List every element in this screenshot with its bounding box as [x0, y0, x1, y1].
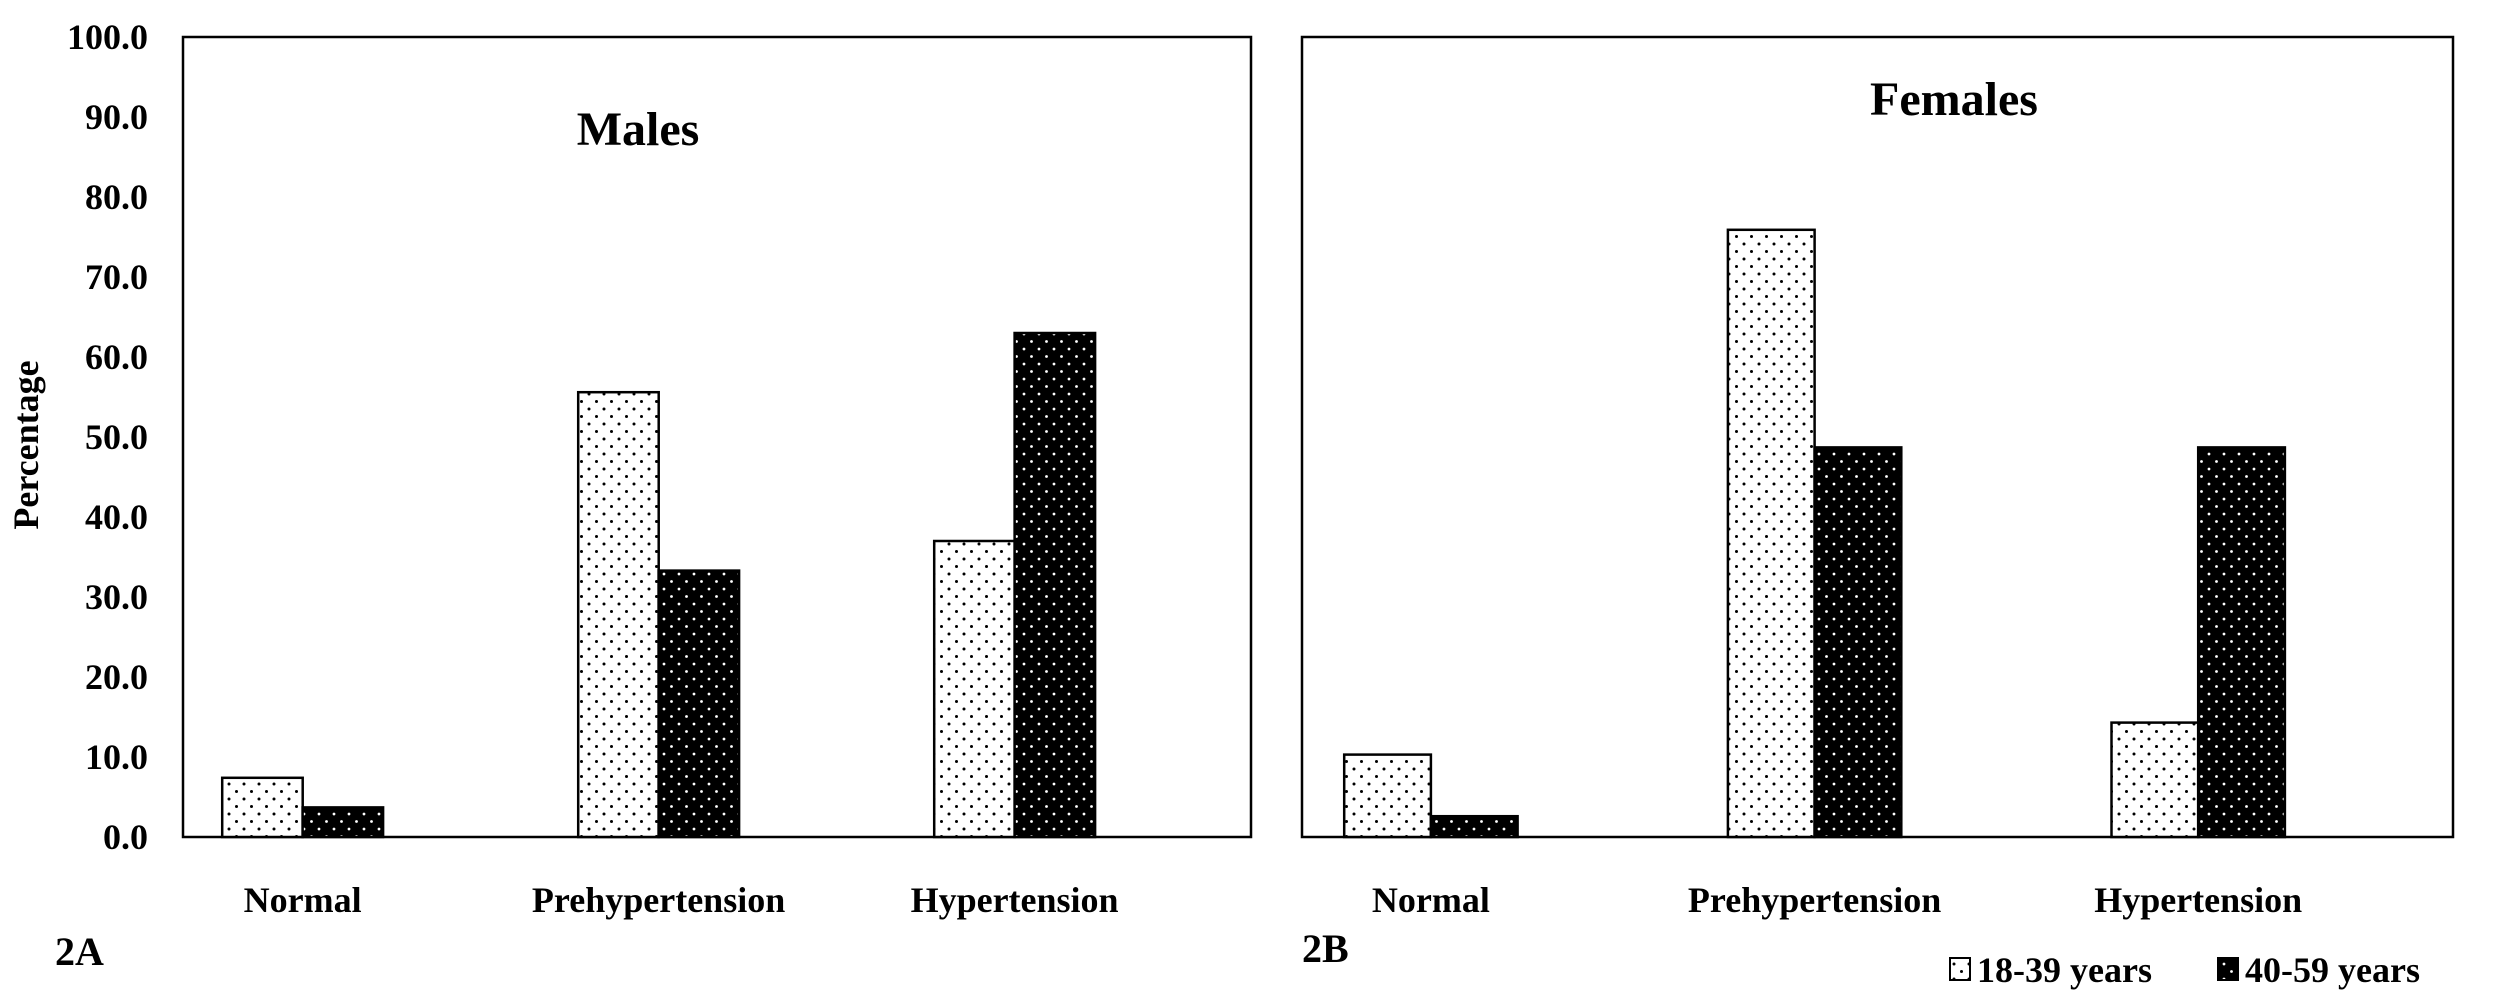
bars: [220, 331, 1097, 839]
legend: 18-39 years 40-59 years: [1949, 950, 2420, 990]
chart-title: Females: [1870, 73, 2038, 126]
x-axis-labels: Normal Prehypertension Hypertension: [1372, 880, 2302, 920]
bar-normal-series-1: [220, 776, 304, 839]
chart-panel-males: 0.0 10.0 20.0 30.0 40.0 50.0 60.0 70.0 80.0 90.0 1…: [6, 17, 1253, 974]
y-axis-label: Percentage: [6, 360, 46, 529]
y-tick-label: 0.0: [103, 817, 148, 857]
legend-swatch-40-59: [2217, 957, 2239, 981]
bar-prehypertension-series-1: [576, 390, 660, 839]
x-tick-label-normal: Normal: [244, 880, 362, 920]
y-tick-label: 40.0: [85, 497, 148, 537]
legend-label-40-59: 40-59 years: [2245, 950, 2420, 990]
bar-prehypertension-series-2: [657, 569, 741, 839]
y-axis-ticks: 0.0 10.0 20.0 30.0 40.0 50.0 60.0 70.0 80.0 90.0 1…: [67, 17, 148, 857]
bar-prehypertension-series-2: [1813, 446, 1903, 839]
bars: [1342, 228, 2287, 839]
y-tick-label: 100.0: [67, 17, 148, 57]
bar-prehypertension-series-1: [1726, 228, 1816, 839]
bar-normal-series-2: [301, 806, 385, 839]
x-tick-label-prehypertension: Prehypertension: [1688, 880, 1941, 920]
legend-swatch-18-39: [1949, 957, 1971, 981]
bar-normal-series-1: [1342, 753, 1433, 839]
panel-label-2b: 2B: [1302, 926, 1349, 971]
bar-hypertension-series-2: [2196, 446, 2287, 839]
y-tick-label: 80.0: [85, 177, 148, 217]
x-axis-labels: Normal Prehypertension Hypertension: [244, 880, 1119, 920]
y-tick-label: 50.0: [85, 417, 148, 457]
x-tick-label-prehypertension: Prehypertension: [532, 880, 785, 920]
x-tick-label-normal: Normal: [1372, 880, 1490, 920]
legend-label-18-39: 18-39 years: [1977, 950, 2152, 990]
bar-normal-series-2: [1429, 814, 1519, 839]
bar-hypertension-series-1: [2110, 721, 2200, 839]
chart-panel-females: Normal Prehypertension Hypertension Female…: [1300, 35, 2455, 971]
y-tick-label: 90.0: [85, 97, 148, 137]
y-tick-label: 70.0: [85, 257, 148, 297]
y-tick-label: 60.0: [85, 337, 148, 377]
bar-hypertension-series-2: [1013, 331, 1097, 839]
x-tick-label-hypertension: Hypertension: [911, 880, 1119, 920]
bar-hypertension-series-1: [932, 539, 1016, 839]
panel-label-2a: 2A: [55, 929, 104, 974]
y-tick-label: 30.0: [85, 577, 148, 617]
x-tick-label-hypertension: Hypertension: [2094, 880, 2302, 920]
y-tick-label: 10.0: [85, 737, 148, 777]
y-tick-label: 20.0: [85, 657, 148, 697]
chart-title: Males: [577, 103, 700, 156]
